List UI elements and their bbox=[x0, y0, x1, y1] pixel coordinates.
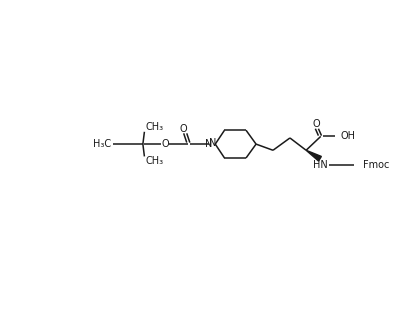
Text: CH₃: CH₃ bbox=[146, 156, 164, 166]
Text: CH₃: CH₃ bbox=[146, 122, 164, 132]
Text: O: O bbox=[179, 124, 187, 134]
Text: N: N bbox=[209, 138, 217, 148]
Text: HN: HN bbox=[313, 160, 328, 170]
Text: O: O bbox=[161, 139, 169, 149]
Text: N: N bbox=[205, 139, 213, 149]
Text: Fmoc: Fmoc bbox=[363, 160, 389, 170]
Text: H₃C: H₃C bbox=[93, 139, 111, 149]
Text: O: O bbox=[312, 119, 320, 129]
Polygon shape bbox=[306, 150, 321, 161]
Text: OH: OH bbox=[341, 131, 356, 142]
